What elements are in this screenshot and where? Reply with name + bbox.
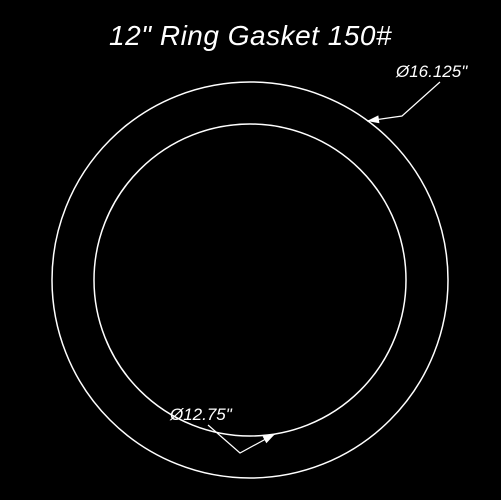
ring-shape [52, 82, 448, 478]
inner-diameter-label: Ø12.75" [170, 405, 232, 425]
outer-diameter-label: Ø16.125" [396, 62, 467, 82]
inner-diameter-circle [94, 124, 406, 436]
outer-dimension-leader [367, 82, 440, 123]
outer-diameter-circle [52, 82, 448, 478]
inner-dimension-leader [208, 425, 275, 453]
gasket-diagram-canvas: 12" Ring Gasket 150# Ø16.125" Ø12.75" [0, 0, 501, 500]
